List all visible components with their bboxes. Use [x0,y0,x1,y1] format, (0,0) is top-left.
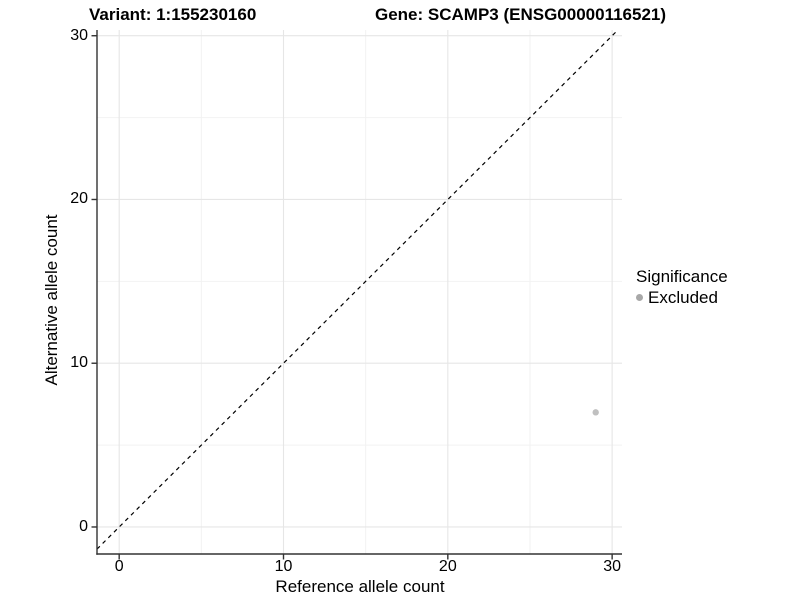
x-tick-label: 20 [438,558,457,575]
x-axis-label: Reference allele count [275,577,445,596]
data-point [592,409,599,416]
y-tick-label: 20 [70,190,88,208]
x-tick-label: 30 [603,558,622,575]
legend-item: Excluded [636,287,728,308]
y-tick-label: 30 [70,26,88,44]
plot-title-variant: Variant: 1:155230160 [89,5,257,24]
legend-items: Excluded [636,287,728,308]
plot-title-gene: Gene: SCAMP3 (ENSG00000116521) [375,5,667,24]
x-tick-label: 10 [274,558,293,575]
y-axis-label: Alternative allele count [42,214,61,386]
y-tick-label: 10 [70,354,88,372]
legend-title: Significance [636,267,728,286]
y-tick-label: 0 [79,517,88,535]
legend-point-icon [636,294,643,301]
legend: Significance Excluded [636,266,728,308]
identity-line [96,29,619,550]
legend-item-label: Excluded [648,288,718,307]
x-tick-label: 0 [114,558,124,575]
